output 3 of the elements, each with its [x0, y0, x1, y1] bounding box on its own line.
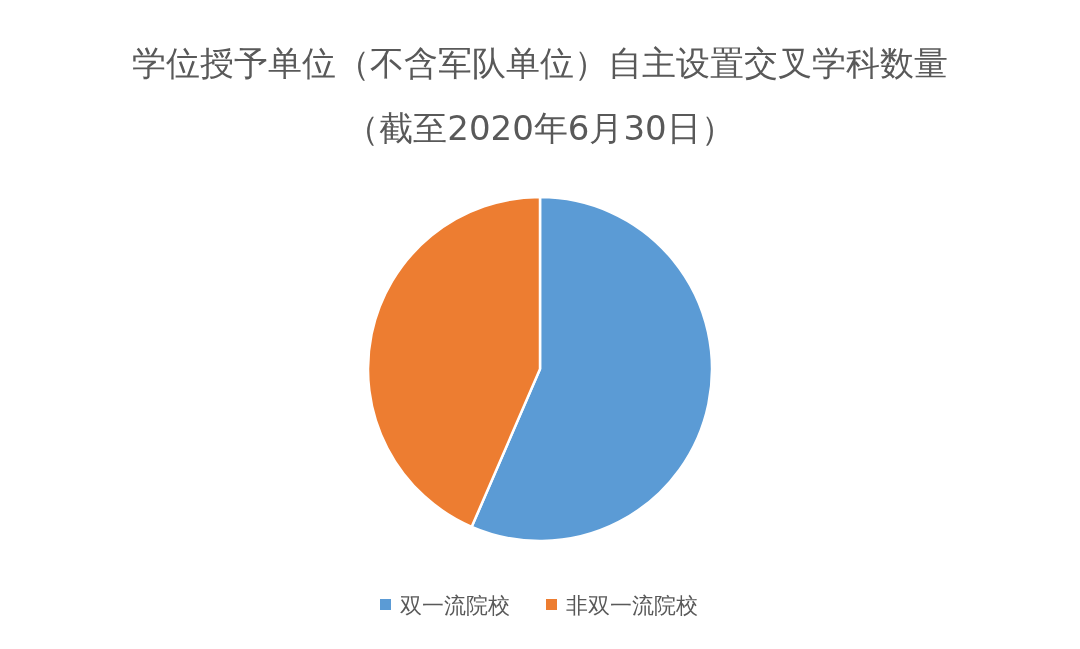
chart-title: 学位授予单位（不含军队单位）自主设置交叉学科数量（截至2020年6月30日） [132, 43, 948, 148]
legend-label: 非双一流院校 [566, 592, 698, 618]
legend-label: 双一流院校 [400, 592, 510, 618]
